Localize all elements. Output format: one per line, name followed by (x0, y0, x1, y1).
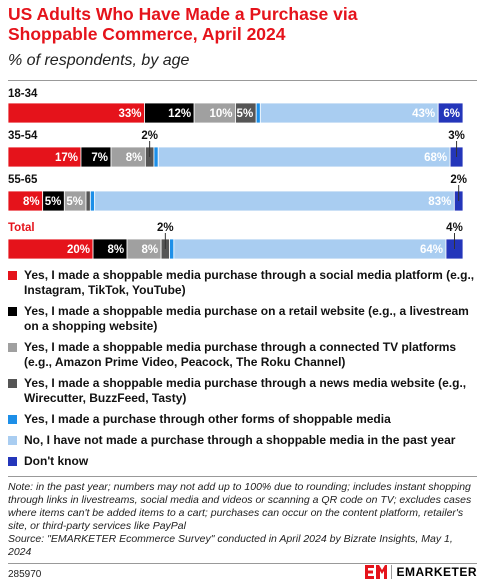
logo: EMARKETER (365, 565, 477, 579)
legend-swatch (8, 379, 17, 388)
legend-swatch (8, 271, 17, 280)
data-label: 68% (424, 152, 447, 164)
data-label: 2% (141, 130, 158, 142)
bar-segment (169, 238, 175, 260)
data-label: 6% (443, 108, 460, 120)
separator (8, 563, 477, 564)
data-label: 3% (448, 130, 465, 142)
legend-label: Yes, I made a purchase through other for… (24, 412, 391, 426)
data-label: 33% (118, 108, 141, 120)
data-label: 8% (23, 196, 40, 208)
legend-label: Yes, I made a shoppable media purchase o… (24, 304, 469, 333)
data-label: 12% (168, 108, 191, 120)
data-label: 7% (91, 152, 108, 164)
legend-label: Yes, I made a shoppable media purchase t… (24, 268, 475, 297)
category-label: 18-34 (8, 88, 38, 100)
legend-item: Yes, I made a shoppable media purchase t… (8, 376, 478, 406)
category-label: 35-54 (8, 130, 38, 142)
bar-segment (89, 190, 96, 212)
chart-id: 285970 (8, 569, 42, 580)
data-label: 5% (66, 196, 83, 208)
legend-item: Yes, I made a shoppable media purchase t… (8, 340, 478, 370)
legend-item: Yes, I made a shoppable media purchase t… (8, 268, 478, 298)
data-label: 8% (107, 244, 124, 256)
bar-segment (153, 146, 159, 168)
bar-segment (173, 238, 447, 260)
legend: Yes, I made a shoppable media purchase t… (8, 268, 478, 469)
logo-mark (365, 565, 388, 579)
data-label: 83% (428, 196, 451, 208)
category-label: Total (8, 222, 35, 234)
data-label: 10% (209, 108, 232, 120)
note: Note: in the past year; numbers may not … (8, 481, 472, 532)
brand: EMARKETER (396, 565, 477, 579)
legend-swatch (8, 457, 17, 466)
legend-item: Yes, I made a shoppable media purchase o… (8, 304, 478, 334)
legend-swatch (8, 307, 17, 316)
data-label: 5% (45, 196, 62, 208)
data-label: 43% (412, 108, 435, 120)
chart-title: US Adults Who Have Made a Purchase via S… (8, 4, 358, 44)
legend-swatch (8, 343, 17, 352)
data-label: 2% (450, 174, 467, 186)
legend-item: Yes, I made a purchase through other for… (8, 412, 478, 427)
data-label: 20% (67, 244, 90, 256)
chart-subtitle: % of respondents, by age (8, 52, 190, 69)
legend-swatch (8, 415, 17, 424)
source: Source: "EMARKETER Ecommerce Survey" con… (8, 533, 453, 558)
bar-segment (157, 146, 451, 168)
data-label: 4% (446, 222, 463, 234)
data-label: 64% (420, 244, 443, 256)
legend-item: Don't know (8, 454, 478, 469)
bar-segment (255, 102, 261, 124)
data-label: 8% (141, 244, 158, 256)
legend-label: Yes, I made a shoppable media purchase t… (24, 376, 467, 405)
category-label: 55-65 (8, 174, 38, 186)
data-label: 5% (237, 108, 254, 120)
legend-swatch (8, 436, 17, 445)
legend-item: No, I have not made a purchase through a… (8, 433, 478, 448)
bar-segment (94, 190, 455, 212)
notes: Note: in the past year; numbers may not … (8, 481, 478, 559)
data-label: 17% (55, 152, 78, 164)
legend-label: Yes, I made a shoppable media purchase t… (24, 340, 457, 369)
data-label: 8% (126, 152, 143, 164)
bar-segment (437, 102, 464, 124)
chart: 18-3433%12%10%5%1%43%6%35-5417%7%8%2%68%… (7, 88, 467, 260)
separator (8, 476, 477, 477)
bar-segment (85, 190, 91, 212)
data-label: 2% (157, 222, 174, 234)
legend-label: Don't know (24, 454, 89, 468)
separator (8, 80, 477, 81)
legend-label: No, I have not made a purchase through a… (24, 433, 456, 447)
